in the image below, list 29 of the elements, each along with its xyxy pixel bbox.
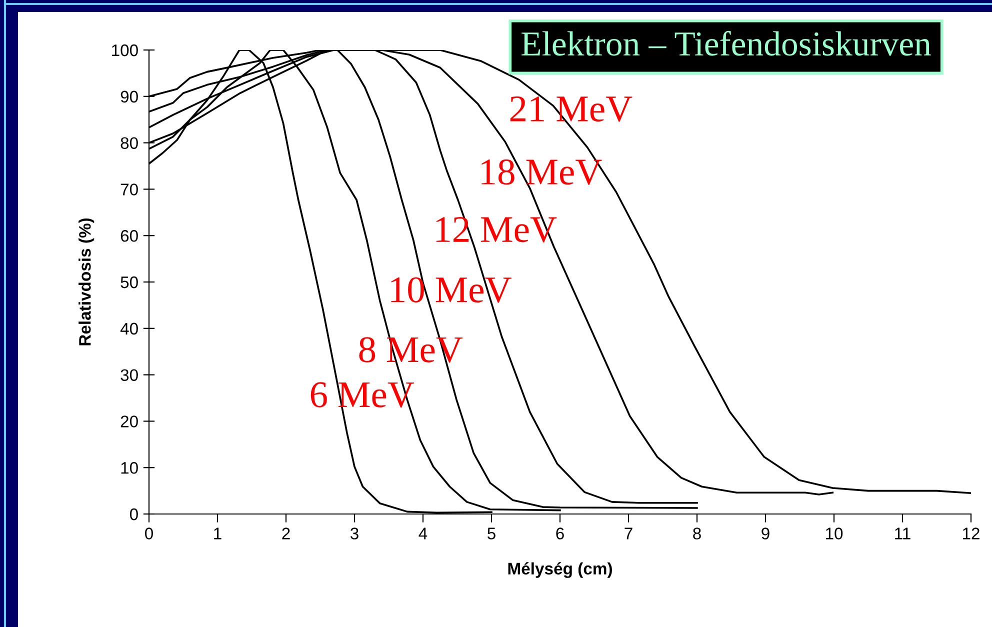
x-tick-label: 4 xyxy=(418,528,428,540)
y-tick-label: 80 xyxy=(120,137,138,150)
y-tick-label: 40 xyxy=(120,322,138,335)
x-tick-label: 8 xyxy=(693,528,701,540)
x-tick-label: 12 xyxy=(963,528,980,540)
x-tick-label: 2 xyxy=(282,528,290,540)
x-tick-label: 0 xyxy=(145,528,153,540)
x-axis-title: Mélység (cm) xyxy=(508,562,612,578)
y-tick-label: 50 xyxy=(120,276,138,288)
y-tick-label: 10 xyxy=(121,462,138,474)
x-tick-label: 7 xyxy=(624,528,632,540)
y-tick-label: 90 xyxy=(120,90,138,103)
annotation: 21 MeV xyxy=(510,96,632,122)
x-tick-label: 3 xyxy=(350,528,358,540)
y-tick-label: 20 xyxy=(120,416,138,428)
y-tick-label: 100 xyxy=(112,44,138,56)
annotation: 18 MeV xyxy=(482,159,602,185)
chart-title: Elektron – Tiefendosiskurven xyxy=(522,30,931,56)
x-tick-label: 6 xyxy=(556,528,564,540)
x-tick-label: 11 xyxy=(895,528,910,540)
x-tick-label: 1 xyxy=(214,528,222,540)
y-tick-label: 70 xyxy=(120,184,138,196)
x-tick-label: 5 xyxy=(488,528,496,540)
y-tick-label: 0 xyxy=(130,508,138,520)
x-tick-label: 9 xyxy=(762,528,770,540)
y-axis-title: Relativdosis (%) xyxy=(78,218,94,346)
y-tick-label: 30 xyxy=(120,369,138,382)
y-tick-label: 60 xyxy=(120,230,138,242)
x-tick-label: 10 xyxy=(826,528,843,540)
